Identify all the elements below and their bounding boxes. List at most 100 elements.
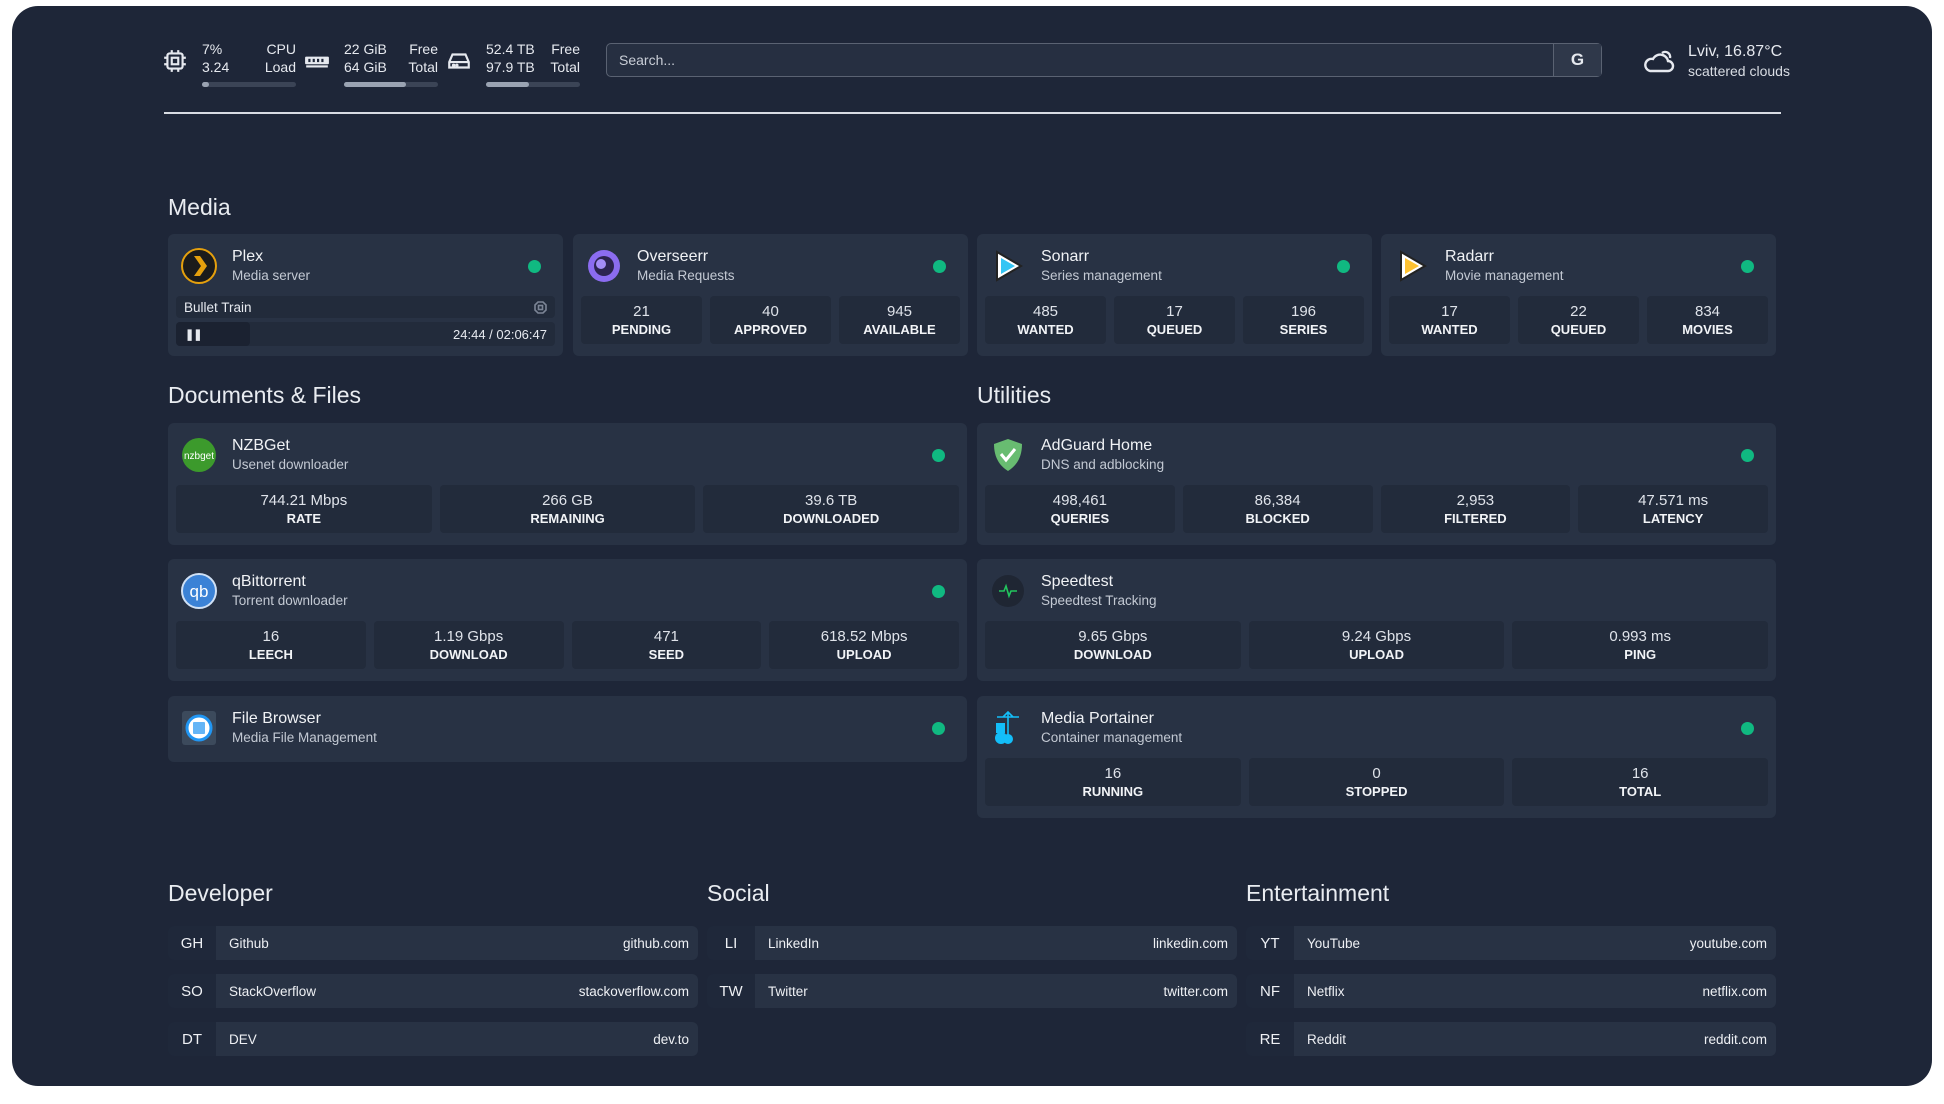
bookmark-link[interactable]: Twitter twitter.com <box>755 974 1237 1008</box>
stat-label: LATENCY <box>1642 510 1704 526</box>
service-card-filebrowser[interactable]: File Browser Media File Management <box>168 696 967 762</box>
section-title-media: Media <box>168 194 231 220</box>
service-card-plex[interactable]: Plex Media server Bullet Train ❚❚ 24:44 /… <box>168 234 563 356</box>
bookmark-name: Reddit <box>1307 1031 1347 1047</box>
bookmark-link[interactable]: YouTube youtube.com <box>1294 926 1776 960</box>
bookmark-abbr[interactable]: SO <box>168 974 216 1008</box>
stat-value: 0.993 ms <box>1609 627 1672 645</box>
svg-text:nzbget: nzbget <box>184 451 214 462</box>
bookmark-github[interactable]: GH Github github.com <box>168 926 698 960</box>
stat-download: 9.65 Gbps DOWNLOAD <box>985 621 1241 669</box>
bookmark-twitter[interactable]: TW Twitter twitter.com <box>707 974 1237 1008</box>
playback-progress[interactable]: ❚❚ 24:44 / 02:06:47 <box>176 322 555 346</box>
status-indicator <box>933 260 946 273</box>
stat-seed: 471 SEED <box>571 621 762 669</box>
bookmark-abbr[interactable]: LI <box>707 926 755 960</box>
service-card-portainer[interactable]: Media Portainer Container management 16 … <box>977 696 1776 818</box>
bookmark-link[interactable]: Github github.com <box>216 926 698 960</box>
stat-upload: 618.52 Mbps UPLOAD <box>769 621 959 669</box>
bookmark-name: DEV <box>229 1031 257 1047</box>
bookmark-link[interactable]: Reddit reddit.com <box>1294 1022 1776 1056</box>
service-card-speedtest[interactable]: Speedtest Speedtest Tracking 9.65 Gbps D… <box>977 559 1776 681</box>
bookmark-stackoverflow[interactable]: SO StackOverflow stackoverflow.com <box>168 974 698 1008</box>
stat-value: 16 <box>1104 764 1122 782</box>
bookmark-dev[interactable]: DT DEV dev.to <box>168 1022 698 1056</box>
disk-usage-bar <box>486 82 580 87</box>
stat-value: 86,384 <box>1254 491 1301 509</box>
service-description: Media server <box>232 268 311 283</box>
qbittorrent-icon: qb <box>181 573 217 609</box>
service-card-qbittorrent[interactable]: qb qBittorrent Torrent downloader 16 LEE… <box>168 559 967 681</box>
stat-label: BLOCKED <box>1245 510 1310 526</box>
service-card-radarr[interactable]: Radarr Movie management 17 WANTED 22 QUE… <box>1381 234 1776 356</box>
bookmark-url: youtube.com <box>1689 935 1767 951</box>
section-title-developer: Developer <box>168 880 273 906</box>
stat-label: DOWNLOADED <box>783 510 880 526</box>
service-card-overseerr[interactable]: Overseerr Media Requests 21 PENDING 40 A… <box>573 234 968 356</box>
stat-value: 945 <box>886 302 913 320</box>
service-description: Media File Management <box>232 730 377 745</box>
stat-downloaded: 39.6 TB DOWNLOADED <box>703 485 960 533</box>
weather-condition: scattered clouds <box>1688 63 1790 79</box>
bookmark-linkedin[interactable]: LI LinkedIn linkedin.com <box>707 926 1237 960</box>
stat-label: UPLOAD <box>836 646 892 662</box>
service-description: DNS and adblocking <box>1041 457 1165 472</box>
bookmark-link[interactable]: StackOverflow stackoverflow.com <box>216 974 698 1008</box>
disk-icon <box>448 53 470 69</box>
bookmark-abbr[interactable]: RE <box>1246 1022 1294 1056</box>
status-indicator <box>932 722 945 735</box>
search-provider-button[interactable]: G <box>1553 44 1601 76</box>
stat-value: 834 <box>1694 302 1721 320</box>
service-name: Media Portainer <box>1041 710 1154 727</box>
bookmarks-social: LI LinkedIn linkedin.com TW Twitter twitt… <box>707 926 1237 1022</box>
total-label: Total <box>408 59 438 75</box>
stat-wanted: 17 WANTED <box>1389 296 1510 344</box>
disk-free: 52.4 TB <box>486 41 535 57</box>
bookmark-netflix[interactable]: NF Netflix netflix.com <box>1246 974 1776 1008</box>
file-browser-icon <box>182 711 216 745</box>
search-input[interactable] <box>607 44 1553 76</box>
stream-info-icon[interactable] <box>534 300 547 314</box>
cpu-icon <box>164 50 186 72</box>
bookmark-name: StackOverflow <box>229 983 317 999</box>
bookmark-name: LinkedIn <box>768 935 820 951</box>
stat-value: 498,461 <box>1052 491 1107 509</box>
service-card-sonarr[interactable]: Sonarr Series management 485 WANTED 17 Q… <box>977 234 1372 356</box>
bookmark-abbr[interactable]: TW <box>707 974 755 1008</box>
bookmark-abbr[interactable]: NF <box>1246 974 1294 1008</box>
pause-icon[interactable]: ❚❚ <box>185 328 202 341</box>
stat-value: 17 <box>1441 302 1458 320</box>
bookmark-link[interactable]: LinkedIn linkedin.com <box>755 926 1237 960</box>
service-card-nzbget[interactable]: nzbget NZBGet Usenet downloader 744.21 M… <box>168 423 967 545</box>
bookmark-link[interactable]: DEV dev.to <box>216 1022 698 1056</box>
dashboard: 7% CPU 3.24 Load 22 GiB Free 64 GiB Total 52… <box>12 6 1932 1086</box>
service-name: Sonarr <box>1041 248 1090 265</box>
stat-label: SEED <box>648 646 685 662</box>
bookmark-name: Netflix <box>1307 983 1345 999</box>
stat-value: 40 <box>762 302 779 320</box>
stat-value: 39.6 TB <box>805 491 858 509</box>
stat-queued: 22 QUEUED <box>1518 296 1639 344</box>
disk-widget: 52.4 TB Free 97.9 TB Total <box>446 40 580 90</box>
bookmark-abbr[interactable]: YT <box>1246 926 1294 960</box>
service-name: File Browser <box>232 710 321 727</box>
speedtest-icon <box>992 575 1024 607</box>
stat-label: MOVIES <box>1682 321 1733 337</box>
service-card-adguard[interactable]: AdGuard Home DNS and adblocking 498,461 … <box>977 423 1776 545</box>
stat-wanted: 485 WANTED <box>985 296 1106 344</box>
section-title-documents: Documents & Files <box>168 382 362 408</box>
stat-filtered: 2,953 FILTERED <box>1380 485 1571 533</box>
bookmark-link[interactable]: Netflix netflix.com <box>1294 974 1776 1008</box>
status-indicator <box>1741 722 1754 735</box>
stat-value: 196 <box>1290 302 1317 320</box>
bookmark-url: github.com <box>622 935 689 951</box>
bookmark-abbr[interactable]: DT <box>168 1022 216 1056</box>
stat-value: 16 <box>262 627 280 645</box>
service-description: Speedtest Tracking <box>1041 593 1157 608</box>
bookmark-youtube[interactable]: YT YouTube youtube.com <box>1246 926 1776 960</box>
stat-label: TOTAL <box>1619 783 1662 799</box>
service-name: NZBGet <box>232 437 290 454</box>
stat-pending: 21 PENDING <box>581 296 702 344</box>
bookmark-reddit[interactable]: RE Reddit reddit.com <box>1246 1022 1776 1056</box>
bookmark-abbr[interactable]: GH <box>168 926 216 960</box>
